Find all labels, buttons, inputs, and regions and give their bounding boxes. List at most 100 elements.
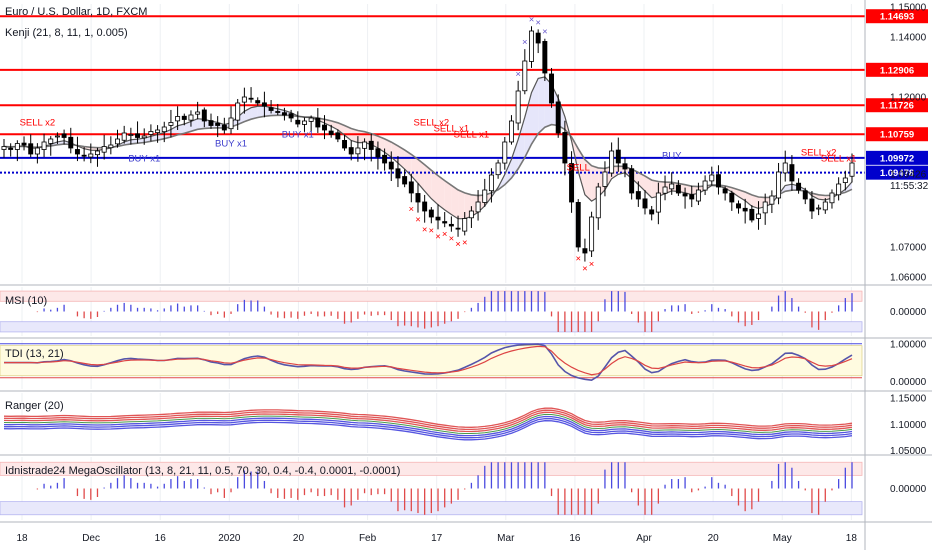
sell-signal-label: SELL x2 (414, 118, 450, 129)
ranger-upper-band (3, 407, 853, 428)
candle-body (101, 146, 107, 153)
candle-body (595, 186, 601, 219)
candle-body (756, 213, 761, 219)
candle-body (602, 171, 608, 187)
candle-body (635, 191, 641, 200)
candle-body (368, 140, 374, 150)
oversold-mark: × (449, 234, 455, 245)
level-tag-label: 1.10759 (880, 130, 914, 141)
candle-body (8, 147, 14, 150)
buy-signal-label: BUY x1 (282, 130, 314, 141)
sell-signal-label: SELL x1 (454, 130, 490, 141)
time-tick-label: Mar (497, 533, 515, 544)
candle-body (529, 30, 534, 62)
candle-body (736, 203, 741, 209)
candle-body (241, 96, 247, 103)
candle-body (188, 114, 194, 121)
candle-body (642, 198, 648, 209)
ranger-upper-band (3, 409, 853, 431)
oversold-mark: × (462, 237, 468, 248)
candle-body (395, 168, 401, 179)
oversold-mark: × (415, 215, 421, 226)
candle-body (789, 164, 795, 182)
candle-body (762, 201, 768, 214)
candle-body (208, 120, 214, 126)
candle-body (769, 195, 775, 205)
candle-body (328, 130, 334, 135)
candle-body (575, 201, 581, 248)
time-tick-label: 16 (569, 533, 581, 544)
time-tick-label: 20 (708, 533, 720, 544)
sell-signal-label: SELL (567, 163, 590, 174)
time-axis[interactable]: 18 Dec 16 2020 20 Feb 17 Mar 16 Apr 20 May 18 (16, 533, 857, 544)
candle-body (88, 153, 94, 158)
candle-body (195, 111, 201, 115)
tdi-signal-line (4, 345, 853, 376)
candle-body (542, 41, 548, 74)
indicator-tick-label: 1.05000 (890, 446, 927, 457)
candle-body (61, 133, 67, 138)
candle-body (689, 194, 695, 200)
candle-body (802, 190, 808, 200)
indicator-tick-label: 1.00000 (890, 339, 927, 350)
candle-body (422, 201, 428, 212)
candle-body (849, 162, 855, 177)
candle-body (181, 115, 187, 120)
indicator-tick-label: 0.00000 (890, 307, 927, 318)
time-tick-label: 17 (431, 533, 443, 544)
level-tag (866, 127, 928, 142)
oversold-mark: × (575, 254, 581, 265)
sell-signal-label: SELL x1 (821, 154, 857, 165)
ranger-lower-band (3, 420, 853, 441)
candle-body (722, 188, 728, 194)
candle-body (662, 186, 668, 194)
candle-body (335, 132, 341, 140)
candle-body (375, 148, 381, 158)
candle-body (468, 210, 474, 219)
candle-body (695, 189, 701, 202)
ranger-upper-band (3, 411, 853, 433)
clock-label: 11:55:32 (890, 181, 929, 192)
candle-body (268, 107, 274, 111)
candle-body (201, 109, 207, 122)
candle-body (715, 174, 721, 188)
candle-body (141, 135, 147, 139)
candle-body (702, 180, 708, 191)
candle-body (121, 132, 127, 141)
candle-body (81, 154, 87, 157)
price-tick-label: 1.15000 (890, 3, 927, 14)
candle-body (322, 124, 327, 131)
candle-body (822, 201, 828, 211)
candle-body (829, 192, 835, 204)
candle-body (609, 150, 615, 174)
candle-body (161, 126, 167, 133)
candle-body (502, 141, 508, 164)
tdi-title: TDI (13, 21) (5, 348, 64, 360)
candle-body (582, 248, 588, 254)
candle-body (34, 147, 40, 155)
symbol-title: Euro / U.S. Dollar, 1D, FXCM (5, 6, 147, 18)
candle-body (669, 183, 675, 190)
sell-signal-label: SELL x2 (20, 118, 56, 129)
candle-body (462, 218, 468, 232)
price-axis[interactable]: 1.14693 1.12906 1.11726 1.10759 1.09972 1.094… (866, 3, 929, 496)
level-tag (866, 98, 928, 113)
indicator-panes[interactable] (0, 290, 863, 516)
candle-body (348, 147, 354, 155)
candle-body (315, 117, 321, 128)
level-tag (866, 62, 928, 77)
level-tag-label: 1.09478 (880, 168, 914, 179)
candle-body (355, 147, 361, 155)
overbought-mark: × (522, 37, 528, 48)
level-tag-label: 1.11726 (880, 101, 914, 112)
candle-body (836, 183, 842, 196)
candle-body (622, 163, 628, 170)
time-tick-label: May (773, 533, 792, 544)
candle-body (14, 143, 20, 150)
time-tick-label: 2020 (218, 533, 241, 544)
candles[interactable] (1, 26, 855, 262)
candle-body (629, 168, 635, 194)
